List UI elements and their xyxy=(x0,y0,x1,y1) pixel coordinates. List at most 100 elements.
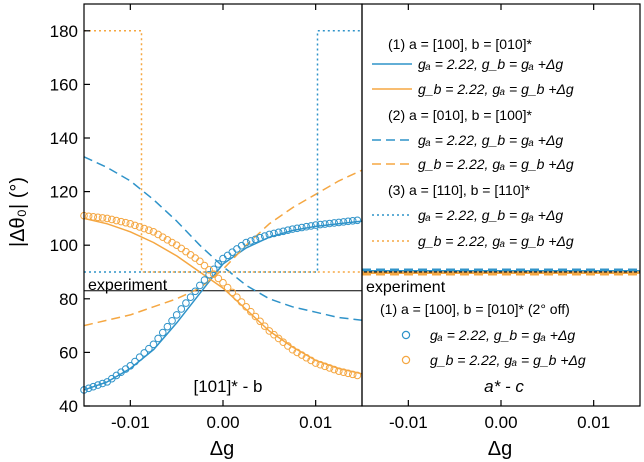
left-series-6-point xyxy=(251,235,260,244)
left-series-6-point xyxy=(265,230,274,239)
left-series-7-point xyxy=(251,312,260,321)
x-axis-label-right: Δg xyxy=(488,438,512,460)
left-series-2-blue-dashed xyxy=(83,156,363,321)
left-series-7-point xyxy=(348,370,357,379)
left-series-6-point xyxy=(344,217,352,226)
left-series-6-point xyxy=(335,218,343,227)
left-series-7-point xyxy=(260,322,269,330)
left-series-6-point xyxy=(256,233,264,242)
legend-marker-orange-circle xyxy=(401,355,411,365)
left-series-7-point xyxy=(214,274,223,283)
legend-entry-3-orange: g_b = 2.22, gₐ = g_b +Δg xyxy=(418,233,574,249)
left-series-7-point xyxy=(94,213,102,222)
left-series-7-point xyxy=(321,362,329,371)
left-series-7-point xyxy=(335,367,343,375)
left-series-6-point xyxy=(223,251,232,260)
left-series-6-point xyxy=(84,384,93,393)
left-series-6-point xyxy=(274,228,283,237)
left-series-6-point xyxy=(339,218,348,226)
left-series-6-point xyxy=(149,340,158,349)
left-series-6-point xyxy=(191,287,199,296)
left-series-6-point xyxy=(242,238,250,247)
left-ytick-label: 180 xyxy=(50,22,78,41)
left-ytick-label: 120 xyxy=(50,183,78,202)
legend-heading-2: (2) a = [010], b = [100]* xyxy=(388,107,533,123)
left-xtick-label: -0.01 xyxy=(111,413,150,432)
left-series-7-point xyxy=(344,369,352,378)
left-series-7-point xyxy=(191,254,199,262)
left-series-6-point xyxy=(293,224,301,233)
left-series-7-point xyxy=(274,334,283,343)
left-series-6-point xyxy=(233,245,241,253)
legend-entry-1-blue: gₐ = 2.22, g_b = gₐ +Δg xyxy=(418,56,563,72)
left-ytick-label: 60 xyxy=(59,343,78,362)
left-series-6-point xyxy=(196,281,204,290)
left-panel-tag: [101]* - b xyxy=(194,377,263,396)
left-series-6-point xyxy=(316,220,325,229)
left-ytick-label: 160 xyxy=(50,75,78,94)
y-axis-label: |Δθ₀| (°) xyxy=(7,177,29,247)
left-series-7-point xyxy=(108,215,116,224)
left-series-6-point xyxy=(247,237,255,245)
left-series-6-point xyxy=(154,334,162,343)
left-series-6-point xyxy=(168,316,176,325)
left-series-1-orange-solid xyxy=(83,217,363,375)
legend-entry-3-blue: gₐ = 2.22, g_b = gₐ +Δg xyxy=(418,207,563,223)
legend-bottom-entry-orange: g_b = 2.22, gₐ = g_b +Δg xyxy=(430,352,586,368)
left-series-3-orange-dashed xyxy=(83,169,363,327)
left-series-6-point xyxy=(98,379,107,388)
left-series-7-point xyxy=(200,261,209,270)
left-series-6-point xyxy=(311,221,320,229)
right-xtick-label: -0.01 xyxy=(389,413,428,432)
left-series-7-point xyxy=(121,218,130,227)
left-series-6-point xyxy=(353,216,362,225)
left-series-7-point xyxy=(135,223,144,231)
left-series-6-point xyxy=(288,225,297,233)
left-series-6-point xyxy=(302,222,311,231)
left-series-6-point xyxy=(209,265,218,274)
left-series-7-point xyxy=(112,216,121,225)
left-series-7-point xyxy=(140,224,149,233)
left-series-7-point xyxy=(89,212,98,221)
left-series-7-point xyxy=(126,219,135,228)
left-series-7-point xyxy=(145,226,153,234)
left-series-7-point xyxy=(177,244,186,253)
left-ytick-label: 100 xyxy=(50,236,78,255)
left-series-7-point xyxy=(311,359,320,367)
left-series-7-point xyxy=(237,298,246,306)
left-series-7-point xyxy=(279,338,288,347)
legend-marker-blue-circle xyxy=(401,330,411,340)
left-series-6-point xyxy=(182,299,190,307)
left-series-7-point xyxy=(256,317,264,326)
left-series-7-point xyxy=(270,330,278,339)
experiment-label-left: experiment xyxy=(88,277,168,294)
left-series-6-point xyxy=(284,226,292,234)
left-series-6-point xyxy=(270,229,278,238)
left-series-6-point xyxy=(163,322,172,331)
right-xtick-label: 0.00 xyxy=(484,413,517,432)
left-series-6-point xyxy=(237,241,246,250)
left-series-6-point xyxy=(307,222,315,230)
right-panel-tag: a* - c xyxy=(484,377,524,396)
left-series-7-point xyxy=(131,221,139,230)
left-series-7-point xyxy=(353,371,362,380)
left-series-7-point xyxy=(247,307,255,316)
left-series-6-point xyxy=(205,270,213,279)
legend-top: (1) a = [100], b = [010]* gₐ = 2.22, g_b… xyxy=(372,36,574,249)
left-xtick-label: 0.00 xyxy=(206,413,239,432)
left-series-7-point xyxy=(98,214,107,222)
chart-marks xyxy=(80,30,640,394)
left-series-6-point xyxy=(228,248,237,256)
left-series-6-point xyxy=(200,276,209,284)
left-series-6-point xyxy=(89,382,98,391)
left-series-7-point xyxy=(205,266,213,274)
left-series-6-point xyxy=(126,362,135,370)
left-series-6-point xyxy=(177,305,186,313)
left-series-7-point xyxy=(228,288,237,297)
left-series-7-point xyxy=(233,293,241,301)
legend-heading-3: (3) a = [110], b = [110]* xyxy=(388,182,530,198)
left-series-7-point xyxy=(223,283,232,292)
left-series-6-point xyxy=(279,227,288,236)
left-series-6-point xyxy=(348,217,357,225)
left-series-7-point xyxy=(84,212,93,221)
